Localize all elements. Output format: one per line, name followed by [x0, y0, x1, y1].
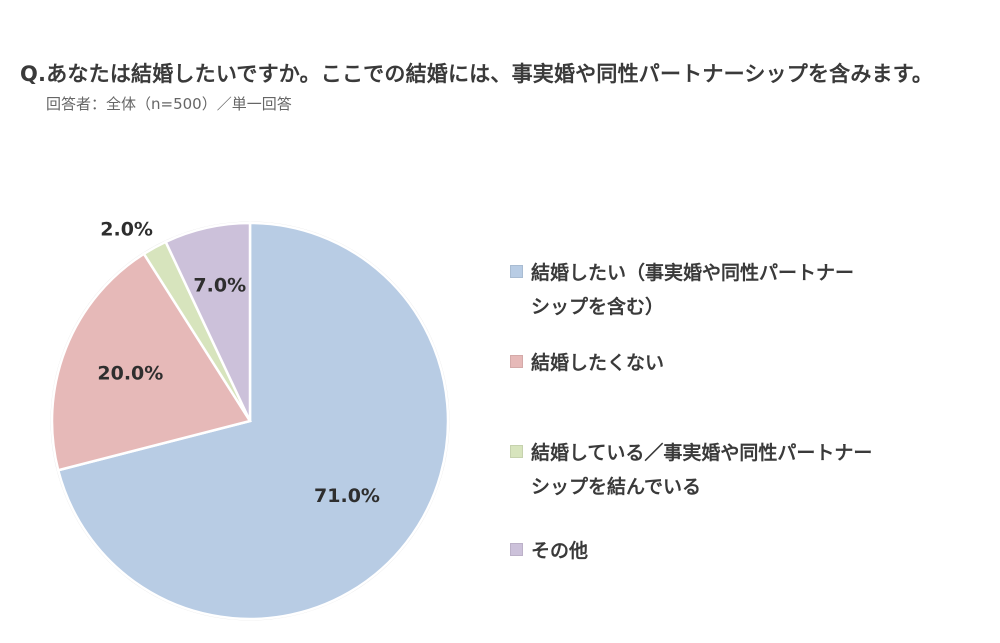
- legend-item-married: 結婚している／事実婚や同性パートナー シップを結んでいる: [510, 436, 951, 504]
- legend-label-no-marriage: 結婚したくない: [531, 352, 665, 374]
- legend-label-other: その他: [531, 540, 589, 562]
- chart-subtitle: 回答者：全体（n=500）／単一回答: [46, 95, 292, 113]
- pie-slice-want-marriage: [56, 221, 450, 621]
- pie-label-other: 7.0%: [193, 275, 246, 297]
- legend-swatch-no-marriage: [510, 355, 523, 368]
- chart-title: Q.あなたは結婚したいですか。ここでの結婚には、事実婚や同性パートナーシップを含…: [20, 62, 934, 86]
- legend-swatch-want-marriage: [510, 265, 523, 278]
- legend-label-married: 結婚している／事実婚や同性パートナー シップを結んでいる: [531, 442, 873, 498]
- pie-label-no-marriage: 20.0%: [97, 363, 163, 385]
- legend-item-want-marriage: 結婚したい（事実婚や同性パートナー シップを含む）: [510, 256, 951, 324]
- legend-swatch-other: [510, 543, 523, 556]
- legend-item-other: その他: [510, 534, 951, 568]
- pie-label-want-marriage: 71.0%: [314, 485, 380, 507]
- pie-label-married: 2.0%: [100, 218, 153, 240]
- legend-item-no-marriage: 結婚したくない: [510, 346, 951, 380]
- pie-slice-other: [164, 221, 252, 422]
- legend-swatch-married: [510, 445, 523, 458]
- pie-slice-no-marriage: [50, 252, 252, 472]
- legend-label-want-marriage: 結婚したい（事実婚や同性パートナー シップを含む）: [531, 262, 855, 318]
